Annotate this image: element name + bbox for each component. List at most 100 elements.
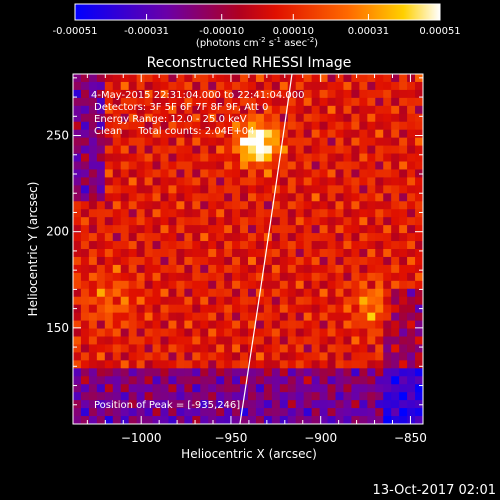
- heatmap-cell: [303, 264, 313, 274]
- heatmap-cell: [407, 129, 416, 139]
- heatmap-cell: [367, 225, 376, 234]
- heatmap-cell: [327, 241, 337, 250]
- peak-position-label: Position of Peak = [-935,246]: [94, 400, 240, 411]
- heatmap-cell: [367, 328, 376, 338]
- heatmap-cell: [303, 249, 313, 258]
- heatmap-cell: [335, 384, 345, 393]
- heatmap-cell: [335, 344, 345, 353]
- heatmap-cell: [120, 416, 130, 424]
- heatmap-cell: [351, 304, 360, 314]
- heatmap-cell: [383, 264, 392, 274]
- heatmap-cell: [319, 320, 329, 330]
- heatmap-cell: [128, 193, 138, 202]
- heatmap-cell: [73, 296, 82, 306]
- heatmap-cell: [73, 264, 82, 274]
- heatmap-cell: [160, 145, 170, 155]
- heatmap-cell: [112, 392, 122, 401]
- heatmap-cell: [160, 416, 170, 424]
- heatmap-cell: [152, 416, 162, 424]
- heatmap-cell: [224, 161, 233, 171]
- heatmap-cell: [216, 113, 225, 123]
- heatmap-cell: [311, 209, 321, 218]
- heatmap-cell: [240, 97, 249, 107]
- heatmap-cell: [152, 129, 162, 139]
- heatmap-cell: [407, 352, 416, 361]
- heatmap-cell: [104, 312, 114, 322]
- heatmap-cell: [319, 256, 329, 266]
- x-tick-label: −850: [394, 431, 427, 445]
- heatmap-cell: [311, 74, 321, 83]
- heatmap-cell: [319, 344, 329, 353]
- heatmap-cell: [73, 121, 82, 131]
- heatmap-cell: [80, 336, 90, 346]
- heatmap-cell: [88, 129, 98, 139]
- heatmap-cell: [176, 296, 185, 306]
- heatmap-cell: [184, 241, 193, 250]
- heatmap-cell: [160, 161, 170, 171]
- heatmap-cell: [248, 360, 257, 369]
- heatmap-cell: [112, 304, 122, 314]
- heatmap-cell: [216, 256, 225, 266]
- heatmap-cell: [232, 256, 241, 266]
- heatmap-cell: [248, 400, 257, 409]
- heatmap-cell: [383, 129, 392, 139]
- heatmap-cell: [192, 328, 201, 338]
- heatmap-cell: [104, 392, 114, 401]
- heatmap-cell: [295, 312, 305, 322]
- heatmap-cell: [319, 177, 329, 186]
- heatmap-cell: [367, 392, 376, 401]
- heatmap-cell: [240, 89, 249, 99]
- heatmap-cell: [248, 129, 257, 139]
- heatmap-cell: [351, 256, 360, 266]
- heatmap-cell: [144, 256, 154, 266]
- heatmap-cell: [367, 304, 376, 314]
- heatmap-cell: [343, 185, 352, 194]
- heatmap-cell: [391, 201, 400, 210]
- heatmap-cell: [303, 360, 313, 369]
- heatmap-cell: [73, 272, 82, 282]
- heatmap-cell: [232, 185, 241, 194]
- heatmap-cell: [168, 169, 177, 178]
- heatmap-cell: [80, 74, 90, 83]
- heatmap-cell: [200, 129, 209, 139]
- heatmap-cell: [112, 360, 122, 369]
- heatmap-cell: [375, 408, 384, 417]
- heatmap-cell: [383, 113, 392, 123]
- heatmap-cell: [80, 344, 90, 353]
- heatmap-cell: [208, 105, 217, 115]
- heatmap-cell: [351, 201, 360, 210]
- colorbar-tick-label: 0.00051: [419, 26, 460, 37]
- heatmap-cell: [359, 185, 368, 194]
- heatmap-cell: [319, 74, 329, 83]
- heatmap-cell: [399, 225, 408, 234]
- heatmap-cell: [104, 296, 114, 306]
- heatmap-cell: [255, 416, 265, 424]
- heatmap-cell: [216, 312, 225, 322]
- heatmap-cell: [176, 145, 185, 155]
- heatmap-cell: [168, 249, 177, 258]
- heatmap-cell: [279, 264, 289, 274]
- heatmap-cell: [248, 376, 257, 385]
- heatmap-cell: [343, 177, 352, 186]
- heatmap-cell: [112, 344, 122, 353]
- heatmap-cell: [168, 113, 177, 123]
- heatmap-cell: [415, 209, 423, 218]
- heatmap-cell: [327, 312, 337, 322]
- heatmap-cell: [224, 129, 233, 139]
- heatmap-cell: [287, 169, 297, 178]
- colorbar-tick-label: -0.00010: [199, 26, 244, 37]
- heatmap-cell: [415, 113, 423, 123]
- heatmap-cell: [120, 384, 130, 393]
- heatmap-cell: [240, 328, 249, 338]
- heatmap-cell: [263, 376, 273, 385]
- heatmap-cell: [367, 145, 376, 155]
- heatmap-cell: [160, 272, 170, 282]
- heatmap-cell: [224, 241, 233, 250]
- heatmap-cell: [319, 384, 329, 393]
- heatmap-cell: [248, 105, 257, 115]
- heatmap-cell: [399, 336, 408, 346]
- heatmap-cell: [136, 89, 146, 99]
- heatmap-cell: [407, 121, 416, 131]
- heatmap-cell: [96, 145, 106, 155]
- heatmap-cell: [176, 328, 185, 338]
